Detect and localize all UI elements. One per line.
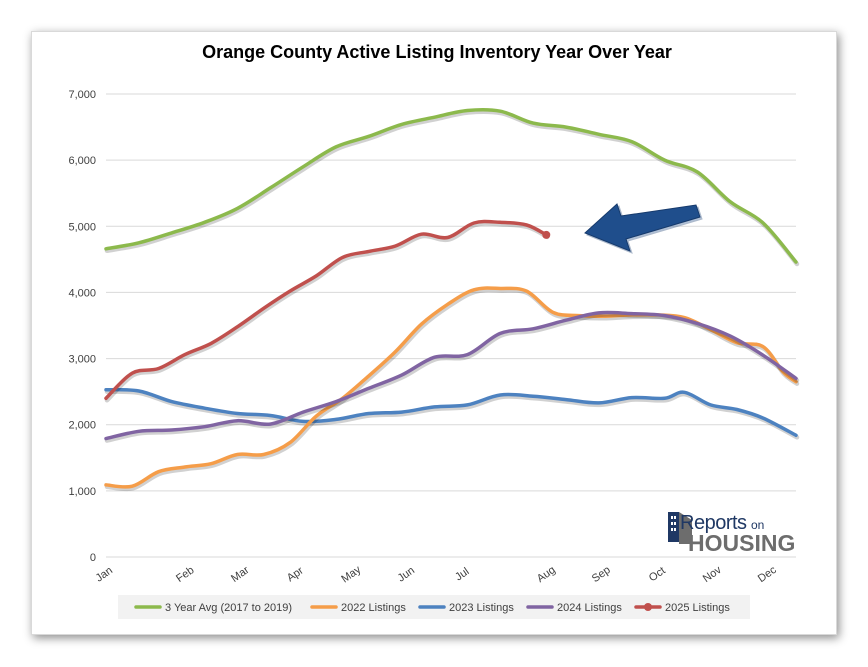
series-lines	[104, 107, 800, 492]
x-axis-ticks: Jan Feb Mar Apr May Jun Jul Aug Sep Oct Nov Dec	[94, 563, 780, 585]
legend-label: 2024 Listings	[557, 602, 622, 614]
series-line-2023-listings	[104, 387, 798, 438]
arrow-body	[584, 203, 701, 252]
legend-label: 3 Year Avg (2017 to 2019)	[165, 602, 292, 614]
y-tick-label: 0	[90, 552, 96, 564]
x-tick-label: Mar	[229, 564, 252, 585]
logo-reports-text: Reports	[680, 512, 747, 534]
x-tick-label: Jul	[453, 566, 471, 584]
chart-card: Orange County Active Listing Inventory Y…	[31, 31, 837, 635]
chart-title: Orange County Active Listing Inventory Y…	[202, 42, 672, 62]
x-tick-label: Apr	[285, 565, 306, 585]
legend-item-2024-listings: 2024 Listings	[526, 602, 622, 614]
series-shadow-2025-listings	[104, 221, 550, 403]
annotation-arrow	[584, 203, 703, 254]
series-shadow-2023-listings	[104, 389, 800, 440]
logo-building-icon	[668, 512, 692, 544]
legend-item-2023-listings: 2023 Listings	[418, 602, 514, 614]
series-line-2025-listings	[104, 219, 549, 401]
series-line-3-year-avg-2017-to-2019	[104, 107, 798, 264]
y-tick-label: 3,000	[68, 354, 96, 366]
logo-on-text: on	[751, 518, 764, 532]
x-tick-label: Oct	[647, 565, 668, 585]
legend-label: 2025 Listings	[665, 602, 730, 614]
y-tick-label: 7,000	[68, 89, 96, 101]
x-tick-label: Dec	[756, 564, 779, 585]
x-tick-label: Jan	[94, 565, 115, 585]
legend-label: 2022 Listings	[341, 602, 406, 614]
legend-marker	[644, 603, 652, 611]
x-tick-label: Sep	[590, 564, 613, 585]
x-tick-label: Nov	[701, 564, 724, 585]
y-tick-label: 6,000	[68, 155, 96, 167]
series-line-2022-listings	[104, 286, 798, 489]
series-line-2024-listings	[104, 310, 798, 441]
legend: 3 Year Avg (2017 to 2019) 2022 Listings 20…	[118, 595, 750, 619]
y-tick-label: 4,000	[68, 287, 96, 299]
x-tick-label: Aug	[535, 564, 558, 585]
y-tick-label: 5,000	[68, 221, 96, 233]
line-chart: Orange County Active Listing Inventory Y…	[68, 42, 800, 619]
logo-housing-text: HOUSING	[688, 530, 795, 556]
y-tick-label: 1,000	[68, 486, 96, 498]
legend-label: 2023 Listings	[449, 602, 514, 614]
y-axis-ticks: 0 1,000 2,000 3,000 4,000 5,000 6,000 7,000	[68, 89, 96, 564]
pointer-arrow	[584, 203, 703, 254]
x-tick-label: Feb	[174, 564, 196, 585]
x-tick-label: Jun	[396, 565, 417, 585]
legend-item-2022-listings: 2022 Listings	[310, 602, 406, 614]
series-shadow-3-year-avg-2017-to-2019	[104, 109, 800, 267]
series-endpoint-2025-listings	[542, 230, 551, 239]
legend-item-3-year-avg-2017-to-2019: 3 Year Avg (2017 to 2019)	[134, 602, 292, 614]
y-tick-label: 2,000	[68, 420, 96, 432]
series-shadow-2024-listings	[104, 312, 800, 443]
legend-item-2025-listings: 2025 Listings	[634, 602, 730, 614]
x-tick-label: May	[339, 563, 363, 585]
